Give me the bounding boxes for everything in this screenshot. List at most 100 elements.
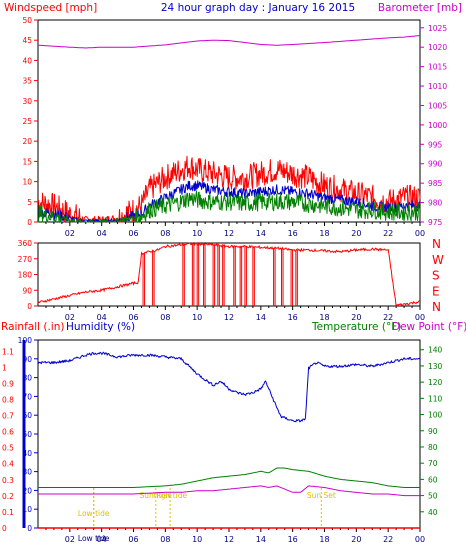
series-line-magenta (38, 485, 420, 497)
x-axis-tick-label: 00 (415, 229, 425, 238)
event-label: Sun Set (307, 491, 336, 500)
x-axis-tick-label: 18 (319, 229, 329, 238)
rainfall-tick-label: 0.4 (2, 460, 14, 469)
right-axis-tick-label: 1010 (428, 82, 447, 91)
x-axis-tick-label: 06 (128, 229, 138, 238)
x-axis-tick-label: 20 (351, 535, 361, 544)
right-axis-tick-label: 50 (428, 492, 438, 501)
graph-title: 24 hour graph day : January 16 2015 (161, 2, 355, 14)
compass-label: N (432, 237, 441, 251)
rainfall-axis-title: Rainfall (.in) (1, 321, 64, 333)
right-axis-tick-label: 100 (428, 411, 443, 420)
x-axis-tick-label: 18 (319, 535, 329, 544)
rainfall-tick-label: 0.7 (2, 412, 14, 421)
right-axis-tick-label: 1020 (428, 43, 447, 52)
series-line-green (38, 467, 420, 488)
left-axis-tick-label: 50 (22, 16, 32, 25)
barometer-axis-title: Barometer [mb] (378, 2, 462, 14)
x-axis-tick-label: 16 (288, 229, 298, 238)
left-axis-tick-label: 30 (22, 468, 32, 477)
rainfall-tick-label: 0.6 (2, 428, 14, 437)
x-axis-tick-label: 14 (256, 229, 266, 238)
x-axis-tick-label: 04 (97, 313, 107, 322)
bottom-header: Rainfall (.in) Humidity (%) Temperature … (1, 321, 466, 333)
series-line-magenta (38, 35, 421, 49)
left-axis-tick-label: 360 (18, 239, 33, 248)
x-axis-tick-label: 20 (351, 313, 361, 322)
x-axis-tick-label: 04 (97, 229, 107, 238)
windspeed-axis-title: Windspeed [mph] (4, 2, 97, 14)
compass-label: S (432, 269, 440, 283)
rainfall-tick-label: 0 (2, 524, 7, 533)
left-axis-tick-label: 10 (22, 178, 32, 187)
right-axis-tick-label: 130 (428, 362, 443, 371)
x-axis-tick-label: 12 (224, 229, 234, 238)
left-axis-tick-label: 60 (22, 411, 32, 420)
rainfall-tick-label: 0.5 (2, 444, 14, 453)
x-axis-tick-label: 06 (128, 535, 138, 544)
right-axis-tick-label: 995 (428, 140, 443, 149)
right-axis-tick-label: 1000 (428, 121, 447, 130)
right-axis-tick-label: 1005 (428, 101, 447, 110)
right-axis-tick-label: 120 (428, 378, 443, 387)
x-axis-tick-label: 02 (65, 313, 75, 322)
left-axis-tick-label: 180 (18, 271, 33, 280)
right-axis-tick-label: 975 (428, 218, 443, 227)
left-axis-tick-label: 15 (22, 157, 32, 166)
x-axis-tick-label: 22 (383, 313, 393, 322)
right-axis-tick-label: 90 (428, 427, 438, 436)
left-axis-tick-label: 30 (22, 97, 32, 106)
x-axis-tick-label: 00 (415, 313, 425, 322)
right-axis-tick-label: 985 (428, 179, 443, 188)
compass-label: N (432, 300, 441, 314)
x-axis-tick-label: 08 (160, 313, 170, 322)
x-axis-tick-label: 06 (128, 313, 138, 322)
left-axis-tick-label: 80 (22, 374, 32, 383)
x-axis-tick-label: 22 (383, 535, 393, 544)
left-axis-tick-label: 10 (22, 505, 32, 514)
temperature-axis-title: Temperature (°F) (311, 321, 401, 333)
left-axis-tick-label: 50 (22, 430, 32, 439)
rainfall-tick-label: 0.3 (2, 476, 14, 485)
left-axis-tick-label: 20 (22, 486, 32, 495)
rainfall-tick-label: 0.1 (2, 508, 14, 517)
humidity-axis-title: Humidity (%) (66, 321, 135, 333)
rainfall-tick-label: 0.2 (2, 492, 14, 501)
plot-frame (37, 242, 421, 307)
humidity-temperature-plot: 0102030405060708090100405060708090100110… (2, 336, 443, 544)
right-axis-tick-label: 40 (428, 508, 438, 517)
rainfall-tick-label: 1.1 (2, 347, 14, 356)
event-label: High tide (153, 491, 187, 500)
left-axis-tick-label: 35 (22, 77, 32, 86)
right-axis-tick-label: 990 (428, 160, 443, 169)
left-axis-tick-label: 40 (22, 449, 32, 458)
left-axis-tick-label: 25 (22, 117, 32, 126)
right-axis-tick-label: 60 (428, 475, 438, 484)
x-axis-tick-label: 10 (192, 229, 202, 238)
x-axis-tick-label: 04 (97, 535, 107, 544)
x-axis-tick-label: 10 (192, 535, 202, 544)
left-axis-tick-label: 90 (22, 286, 32, 295)
x-axis-tick-label: 14 (256, 535, 266, 544)
series-line-green (37, 190, 421, 223)
left-axis-tick-label: 40 (22, 56, 32, 65)
plot-frame (37, 339, 421, 529)
header: Windspeed [mph] 24 hour graph day : Janu… (4, 2, 462, 14)
x-axis-tick-label: 10 (192, 313, 202, 322)
event-label: Low tide (78, 534, 110, 543)
x-axis-tick-label: 18 (319, 313, 329, 322)
right-axis-tick-label: 980 (428, 199, 443, 208)
left-axis-tick-label: 270 (18, 255, 33, 264)
series-line-blue (37, 351, 421, 423)
x-axis-tick-label: 14 (256, 313, 266, 322)
right-axis-tick-label: 1015 (428, 63, 447, 72)
wind-direction-trace (37, 241, 421, 308)
left-axis-tick-label: 0 (27, 302, 32, 311)
compass-label: W (432, 253, 444, 267)
x-axis-tick-label: 02 (65, 535, 75, 544)
rainfall-tick-label: 0.8 (2, 395, 14, 404)
x-axis-tick-label: 08 (160, 229, 170, 238)
left-axis-tick-label: 20 (22, 137, 32, 146)
